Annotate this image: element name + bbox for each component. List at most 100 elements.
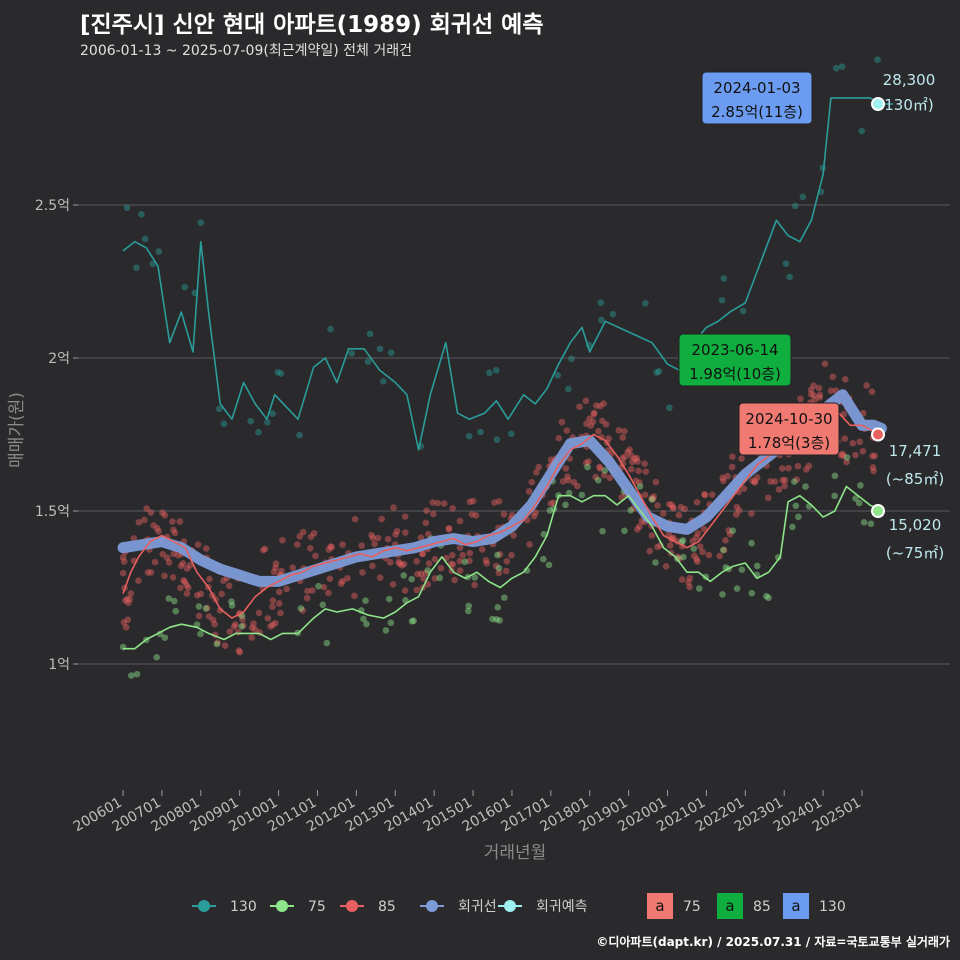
scatter-point-130 [215, 405, 223, 413]
scatter-point-130 [247, 417, 254, 425]
end-label-area: (~75㎡) [886, 544, 944, 562]
scatter-point-85 [211, 620, 218, 628]
scatter-point-75 [546, 507, 554, 514]
y-tick-label: 1.5억 [35, 504, 70, 520]
scatter-point-75 [792, 502, 800, 510]
scatter-point-85 [269, 603, 276, 610]
scatter-point-85 [299, 607, 307, 614]
scatter-point-85 [216, 607, 224, 614]
scatter-point-85 [628, 466, 635, 473]
scatter-point-75 [501, 594, 508, 601]
scatter-point-85 [255, 609, 263, 617]
scatter-point-85 [307, 533, 315, 541]
scatter-point-85 [483, 559, 491, 567]
scatter-point-85 [209, 616, 217, 624]
scatter-point-75 [323, 639, 331, 647]
scatter-point-130 [296, 431, 303, 439]
scatter-point-85 [827, 387, 835, 394]
end-point-130 [871, 97, 885, 112]
scatter-point-75 [410, 617, 417, 625]
scatter-point-85 [456, 517, 464, 525]
scatter-point-85 [119, 569, 127, 577]
scatter-point-85 [400, 560, 408, 568]
scatter-point-85 [205, 613, 213, 620]
callout-date: 2023-06-14 [691, 341, 778, 359]
scatter-point-85 [633, 454, 640, 462]
scatter-point-130 [197, 219, 205, 226]
scatter-point-75 [360, 615, 367, 623]
scatter-point-85 [122, 623, 130, 631]
scatter-point-130 [791, 202, 799, 210]
scatter-point-85 [722, 537, 729, 544]
scatter-point-85 [180, 577, 187, 584]
scatter-point-85 [724, 472, 731, 480]
scatter-point-85 [303, 594, 311, 602]
scatter-point-85 [197, 590, 205, 598]
scatter-point-85 [635, 467, 642, 475]
scatter-point-75 [489, 615, 496, 623]
scatter-point-85 [606, 474, 614, 482]
scatter-point-85 [598, 417, 606, 425]
scatter-point-85 [870, 467, 877, 475]
scatter-point-85 [147, 569, 155, 576]
scatter-point-85 [693, 555, 700, 563]
scatter-point-75 [648, 496, 656, 503]
scatter-point-85 [778, 465, 786, 472]
scatter-point-75 [765, 594, 772, 602]
scatter-point-85 [272, 564, 279, 572]
scatter-point-85 [159, 550, 167, 558]
scatter-point-85 [563, 427, 571, 434]
scatter-point-85 [289, 564, 296, 571]
scatter-point-85 [837, 451, 845, 459]
scatter-point-85 [459, 551, 467, 559]
scatter-point-85 [277, 609, 284, 617]
scatter-point-85 [272, 619, 279, 627]
scatter-point-85 [583, 420, 590, 428]
scatter-point-85 [171, 529, 179, 537]
scatter-point-85 [135, 518, 143, 526]
scatter-point-85 [740, 485, 748, 492]
series-line-75 [123, 485, 882, 650]
scatter-point-130 [799, 193, 807, 201]
scatter-point-85 [124, 595, 131, 603]
scatter-point-130 [149, 260, 157, 268]
scatter-point-130 [642, 300, 649, 307]
legend-box-label: 85 [753, 899, 771, 915]
scatter-point-85 [693, 498, 701, 506]
scatter-point-75 [461, 558, 469, 566]
end-label-count: 28,300 [883, 71, 936, 89]
scatter-point-85 [694, 530, 702, 537]
scatter-point-130 [739, 307, 747, 315]
scatter-point-85 [327, 543, 334, 550]
scatter-point-85 [691, 552, 698, 559]
scatter-point-85 [269, 597, 277, 604]
scatter-point-85 [708, 491, 716, 498]
scatter-point-75 [228, 602, 236, 609]
scatter-point-85 [669, 504, 677, 512]
scatter-point-75 [621, 527, 628, 535]
scatter-point-85 [283, 585, 290, 593]
scatter-point-85 [810, 382, 817, 389]
scatter-point-85 [472, 512, 480, 519]
scatter-point-75 [153, 654, 160, 661]
scatter-point-85 [177, 562, 185, 570]
scatter-point-85 [437, 564, 445, 572]
scatter-point-85 [326, 575, 334, 582]
scatter-point-85 [130, 535, 138, 542]
scatter-point-75 [690, 545, 698, 552]
scatter-point-85 [728, 463, 736, 471]
scatter-point-85 [781, 482, 788, 490]
scatter-point-130 [597, 299, 605, 307]
legend-box-swatch [647, 893, 673, 919]
scatter-point-85 [429, 510, 437, 518]
scatter-point-85 [351, 592, 358, 600]
scatter-point-85 [701, 491, 708, 498]
scatter-point-85 [629, 458, 636, 466]
scatter-point-85 [495, 569, 503, 577]
scatter-point-75 [578, 491, 586, 499]
scatter-point-85 [423, 507, 430, 514]
scatter-point-85 [194, 541, 202, 548]
scatter-point-130 [376, 345, 384, 353]
end-label-count: 15,020 [889, 516, 942, 534]
end-point-85 [871, 427, 885, 442]
